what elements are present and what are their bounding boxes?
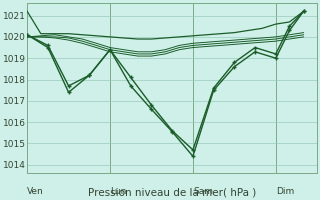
Text: Dim: Dim <box>276 187 294 196</box>
X-axis label: Pression niveau de la mer( hPa ): Pression niveau de la mer( hPa ) <box>88 187 256 197</box>
Text: Lun: Lun <box>110 187 126 196</box>
Text: Sam: Sam <box>193 187 213 196</box>
Text: Ven: Ven <box>27 187 44 196</box>
